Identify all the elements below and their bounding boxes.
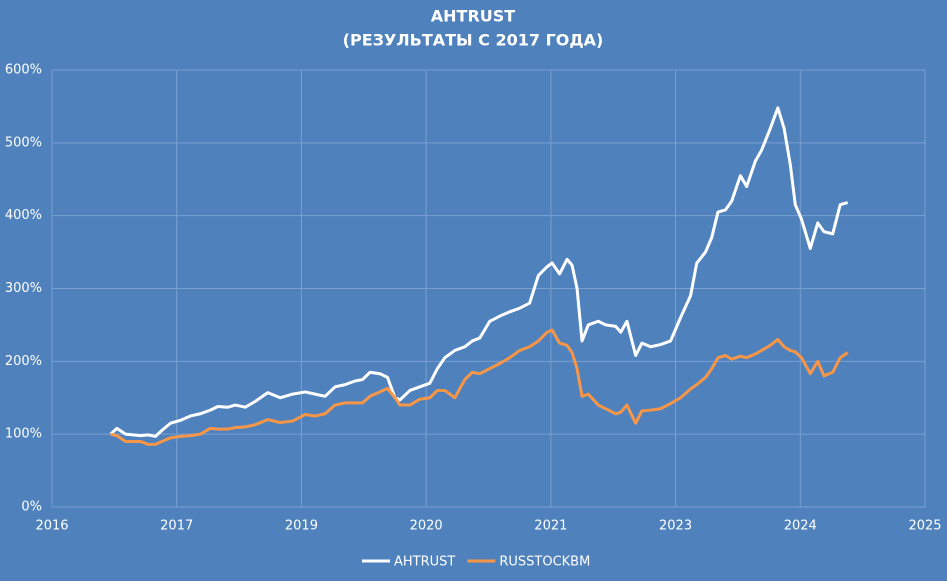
y-tick-label: 600%	[5, 63, 42, 78]
y-tick-label: 500%	[5, 135, 42, 150]
x-tick-label: 2025	[908, 519, 941, 534]
y-tick-label: 300%	[5, 281, 42, 296]
x-tick-label: 2016	[35, 519, 68, 534]
chart-title: АНТRUST	[431, 7, 516, 26]
x-tick-label: 2019	[285, 519, 318, 534]
x-tick-label: 2020	[410, 519, 443, 534]
y-tick-label: 0%	[21, 500, 42, 515]
x-tick-label: 2021	[534, 519, 567, 534]
series-line	[110, 328, 849, 446]
y-tick-label: 100%	[5, 427, 42, 442]
chart-subtitle: (РЕЗУЛЬТАТЫ С 2017 ГОДА)	[343, 31, 604, 50]
legend-label: АНТRUST	[394, 555, 455, 570]
y-tick-label: 200%	[5, 354, 42, 369]
x-tick-label: 2017	[160, 519, 193, 534]
y-tick-label: 400%	[5, 208, 42, 223]
legend-label: RUSSTOCKBM	[499, 555, 590, 570]
x-tick-label: 2024	[784, 519, 817, 534]
series-line	[109, 106, 849, 438]
x-tick-label: 2023	[659, 519, 692, 534]
